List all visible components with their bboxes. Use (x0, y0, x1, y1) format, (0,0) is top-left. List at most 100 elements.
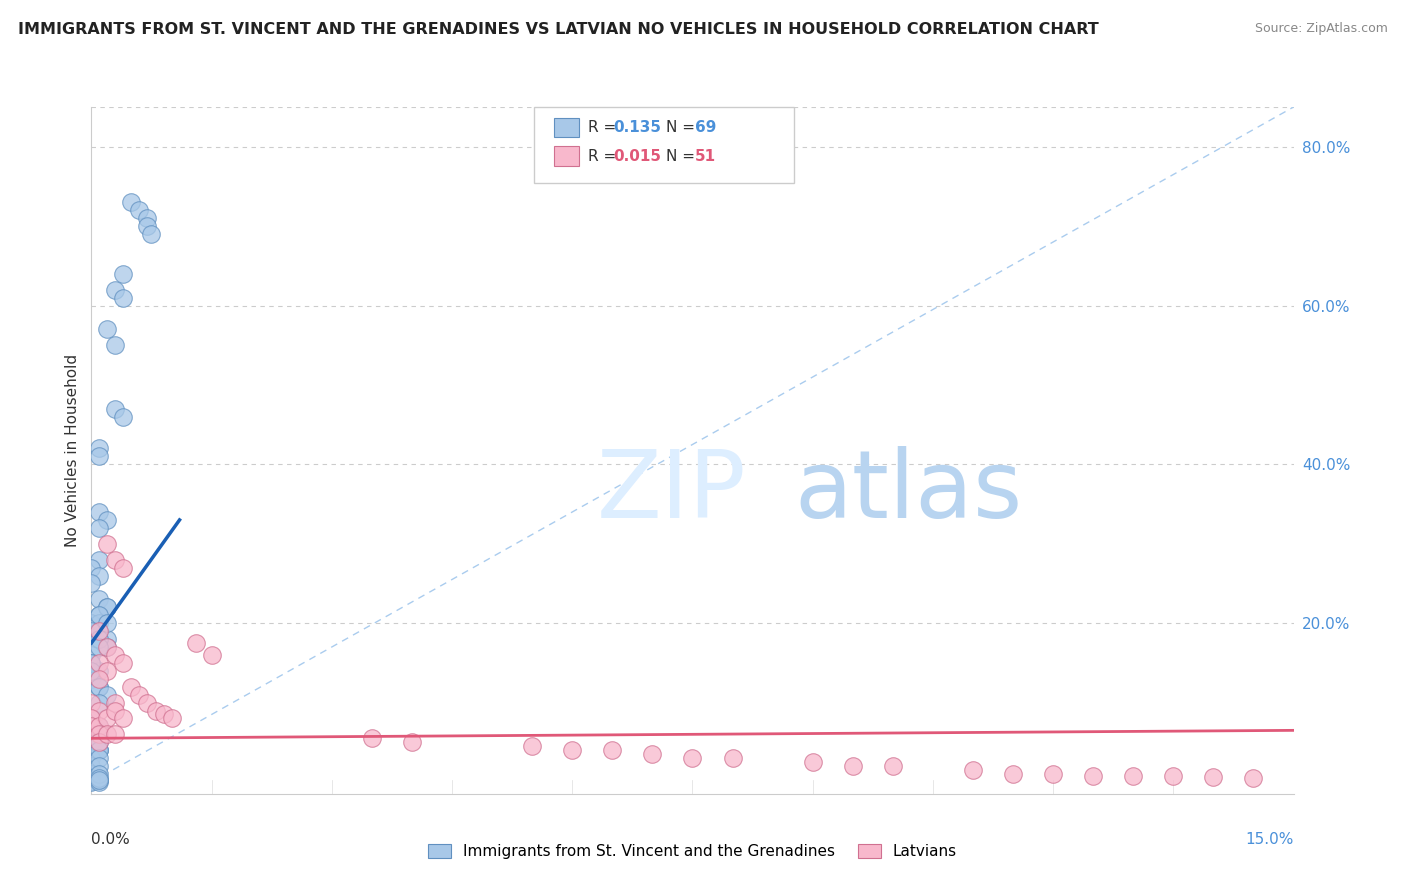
Point (89, 735, 111, 749)
Point (104, 283, 127, 297)
Text: 0.0%: 0.0% (91, 831, 131, 847)
Point (89, 751, 111, 765)
Point (80, 616, 103, 631)
Point (89, 773, 111, 788)
Point (112, 267, 135, 281)
Point (89, 552, 111, 566)
Text: N =: N = (666, 120, 700, 135)
Point (96, 322, 118, 336)
Point (89, 640, 111, 654)
Point (96, 513, 118, 527)
Text: 51: 51 (695, 149, 716, 163)
Point (641, 747, 664, 761)
Y-axis label: No Vehicles in Household: No Vehicles in Household (65, 354, 80, 547)
Point (80, 560, 103, 574)
Point (96, 640, 118, 654)
Point (121, 195, 143, 210)
Point (96, 632, 118, 646)
Point (89, 616, 111, 631)
Point (80, 648, 103, 662)
Point (112, 656, 135, 670)
Point (1083, 769, 1105, 783)
Point (96, 537, 118, 551)
Point (89, 608, 111, 623)
Point (136, 211, 159, 226)
Point (96, 640, 118, 654)
Point (136, 696, 159, 710)
Point (121, 680, 143, 694)
Point (89, 450, 111, 464)
Point (80, 735, 103, 749)
Point (1163, 769, 1185, 783)
Point (360, 731, 382, 746)
Text: IMMIGRANTS FROM ST. VINCENT AND THE GRENADINES VS LATVIAN NO VEHICLES IN HOUSEHO: IMMIGRANTS FROM ST. VINCENT AND THE GREN… (18, 22, 1099, 37)
Text: 69: 69 (695, 120, 716, 135)
Point (89, 624, 111, 639)
Point (96, 616, 118, 631)
Point (104, 704, 127, 718)
Point (841, 759, 863, 773)
Point (882, 759, 904, 773)
Point (80, 696, 103, 710)
Legend: Immigrants from St. Vincent and the Grenadines, Latvians: Immigrants from St. Vincent and the Gren… (422, 838, 963, 865)
Point (89, 656, 111, 670)
Point (89, 771, 111, 785)
Point (89, 442, 111, 456)
Point (96, 688, 118, 702)
Text: 0.015: 0.015 (613, 149, 661, 163)
Point (80, 664, 103, 678)
Point (401, 735, 423, 749)
Point (145, 704, 167, 718)
Text: ZIP: ZIP (596, 446, 747, 538)
Point (89, 719, 111, 733)
Point (112, 711, 135, 725)
Point (1202, 770, 1225, 784)
Point (184, 636, 207, 650)
Point (96, 600, 118, 615)
Point (89, 696, 111, 710)
Point (104, 727, 127, 741)
Text: atlas: atlas (794, 446, 1024, 538)
Point (721, 751, 744, 765)
Point (602, 743, 624, 757)
Point (80, 771, 103, 785)
Point (89, 743, 111, 757)
Point (89, 664, 111, 678)
Point (112, 409, 135, 424)
Point (89, 704, 111, 718)
Point (80, 759, 103, 773)
Text: N =: N = (666, 149, 700, 163)
Point (89, 632, 111, 646)
Point (89, 727, 111, 741)
Point (89, 727, 111, 741)
Point (112, 560, 135, 574)
Point (104, 401, 127, 416)
Point (89, 521, 111, 535)
Point (522, 739, 544, 754)
Text: 15.0%: 15.0% (1246, 831, 1294, 847)
Point (80, 727, 103, 741)
Point (80, 719, 103, 733)
Point (141, 227, 163, 241)
Point (89, 608, 111, 623)
Point (1243, 771, 1265, 785)
Point (1042, 767, 1064, 781)
Point (201, 648, 224, 662)
Point (128, 203, 150, 218)
Point (136, 219, 159, 234)
Point (561, 743, 583, 757)
Point (104, 552, 127, 566)
Point (128, 688, 150, 702)
Point (80, 656, 103, 670)
Point (160, 711, 183, 725)
Point (89, 735, 111, 749)
Point (80, 711, 103, 725)
Point (89, 632, 111, 646)
Point (89, 743, 111, 757)
Point (96, 711, 118, 725)
Point (681, 751, 703, 765)
Point (89, 680, 111, 694)
Point (80, 624, 103, 639)
Point (89, 775, 111, 789)
Point (89, 743, 111, 757)
